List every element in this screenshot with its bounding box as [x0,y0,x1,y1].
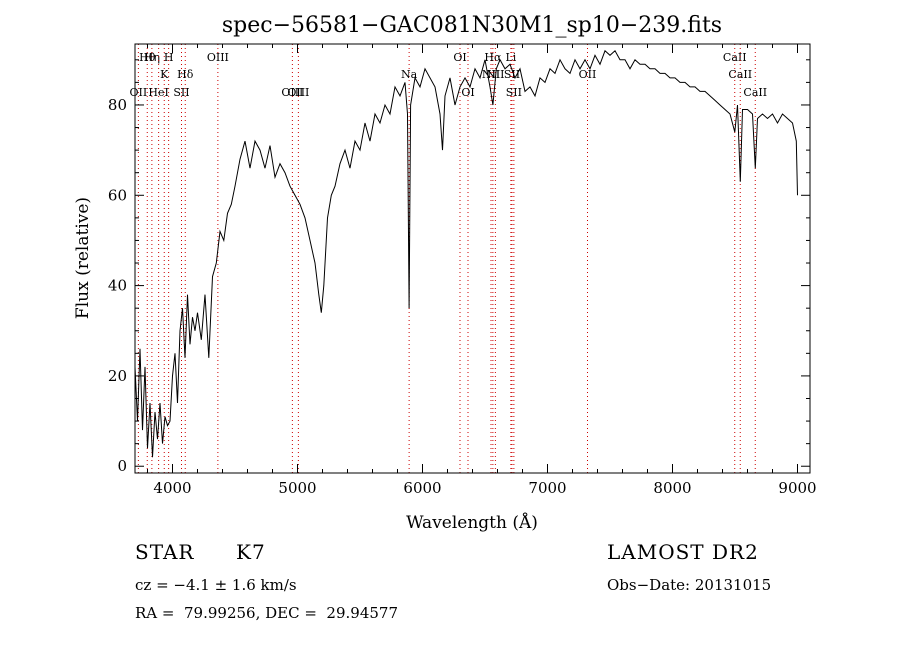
line-marker-label: CaII [728,68,752,81]
line-marker-label: SII [173,86,189,99]
line-marker-label: OII [130,86,148,99]
y-tick-label: 20 [108,367,127,385]
x-tick-label: 8000 [653,479,691,497]
survey-name: LAMOST DR2 [607,540,759,564]
line-marker-label: Hη [144,51,160,64]
spectrum-series [134,49,798,458]
y-tick-label: 0 [117,457,127,475]
x-axis-label: Wavelength (Å) [406,512,538,533]
line-marker-label: Na [401,68,418,81]
line-marker-label: HeI [148,86,168,99]
line-marker-label: CaII [743,86,767,99]
x-tick-label: 9000 [778,479,816,497]
line-marker-label: Li [505,51,516,64]
line-marker-label: SII [506,86,522,99]
line-marker-label: OIII [281,86,303,99]
line-marker-label: OI [461,86,474,99]
object-subclass: K7 [236,540,266,564]
x-tick-label: 6000 [403,479,441,497]
coordinates-line: RA = 79.99256, DEC = 29.94577 [135,604,399,622]
axis-ticks: 4000 5000 6000 7000 8000 9000 0 20 40 60 80 [108,44,817,497]
spectral-line-markers: OIIHθHηHeIKHSIIHδOIIIOIIIOIIINaOIOINIIHα… [130,44,767,473]
x-tick-label: 4000 [153,479,191,497]
y-tick-label: 40 [108,277,127,295]
y-tick-label: 80 [108,96,127,114]
line-marker-label: Hδ [177,68,194,81]
object-class: STAR [135,540,195,564]
redshift-line: cz = −4.1 ± 1.6 km/s [135,576,297,594]
plot-frame [134,43,811,474]
y-tick-label: 60 [108,186,127,204]
line-marker-label: OI [453,51,466,64]
line-marker-label: SII [504,68,520,81]
line-marker-label: OIII [287,86,309,99]
line-marker-label: Hα [484,51,502,64]
x-tick-label: 5000 [278,479,316,497]
line-marker-label: H [164,51,174,64]
line-marker-label: OII [579,68,597,81]
line-marker-label: OIII [207,51,229,64]
y-axis-label: Flux (relative) [73,197,93,319]
chart-title: spec−56581−GAC081N30M1_sp10−239.fits [222,13,722,38]
observation-date: Obs−Date: 20131015 [607,576,772,594]
x-tick-label: 7000 [528,479,566,497]
line-marker-label: CaII [723,51,747,64]
line-marker-label: K [160,68,169,81]
spectrum-line [134,49,798,458]
